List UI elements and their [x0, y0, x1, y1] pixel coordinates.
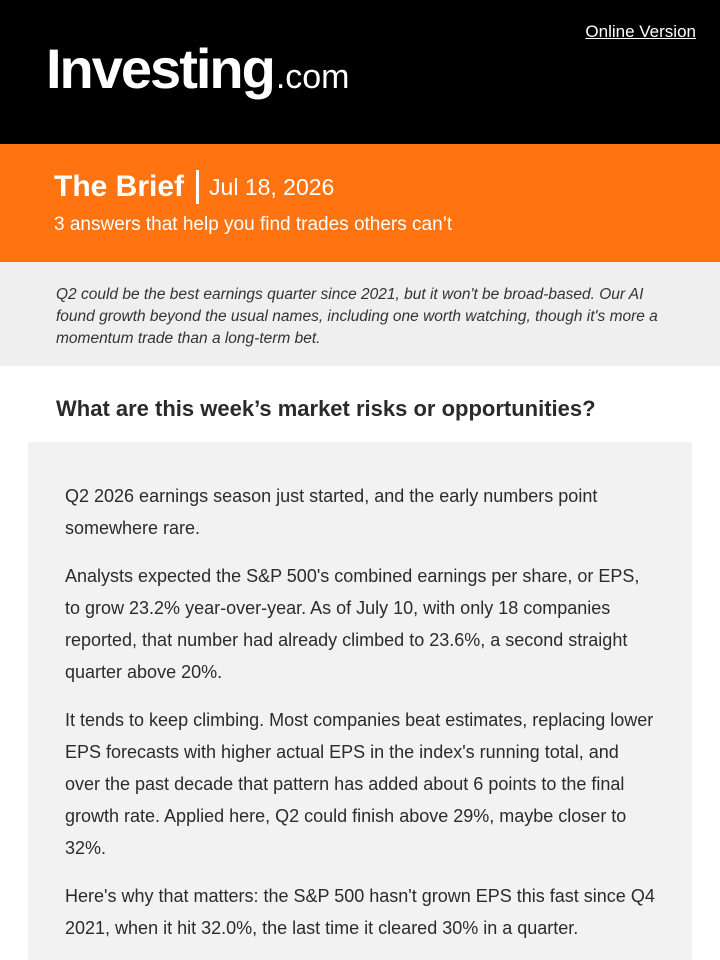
brief-banner: The Brief Jul 18, 2026 3 answers that he…	[0, 144, 720, 262]
brief-date: Jul 18, 2026	[209, 173, 335, 200]
brief-title-row: The Brief Jul 18, 2026	[54, 170, 720, 204]
intro-summary: Q2 could be the best earnings quarter si…	[0, 262, 720, 366]
section-heading: What are this week’s market risks or opp…	[56, 396, 596, 421]
brief-tagline: 3 answers that help you find trades othe…	[54, 214, 453, 235]
investing-logo[interactable]: Investing .com	[46, 36, 350, 101]
logo-domain: .com	[275, 58, 350, 96]
article-card: Q2 2026 earnings season just started, an…	[28, 442, 692, 960]
top-header: Online Version Investing .com	[0, 0, 720, 144]
online-version-link[interactable]: Online Version	[585, 22, 696, 41]
article-paragraph: Q2 2026 earnings season just started, an…	[65, 486, 598, 538]
article-paragraph: Here's why that matters: the S&P 500 has…	[65, 886, 655, 938]
article-paragraph: It tends to keep climbing. Most companie…	[65, 710, 654, 858]
brief-title: The Brief	[54, 170, 185, 203]
logo-wordmark: Investing	[46, 37, 276, 100]
article-paragraph: Analysts expected the S&P 500's combined…	[65, 566, 640, 682]
title-divider	[196, 170, 200, 204]
